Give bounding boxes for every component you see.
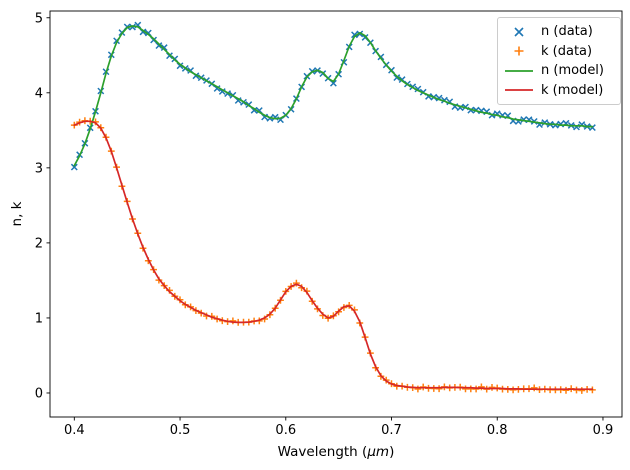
x-tick-label: 0.6 xyxy=(275,423,296,438)
legend-label-n-model: n (model) xyxy=(541,63,604,79)
k-model-line-icon xyxy=(502,82,536,98)
x-tick-label: 0.5 xyxy=(170,423,191,438)
plus-marker-icon xyxy=(502,43,536,59)
legend-label-k-model: k (model) xyxy=(541,82,604,98)
x-tick-label: 0.8 xyxy=(487,423,508,438)
legend-label-n-data: n (data) xyxy=(541,24,593,40)
legend-item-n-data: n (data) xyxy=(502,22,614,42)
y-axis-label: n, k xyxy=(9,201,25,227)
y-tick-label: 5 xyxy=(35,11,43,26)
x-marker-icon xyxy=(502,24,536,40)
y-tick-label: 1 xyxy=(35,311,43,326)
y-tick-label: 3 xyxy=(35,161,43,176)
legend-item-n-model: n (model) xyxy=(502,61,614,81)
x-axis-label: Wavelength (μm) xyxy=(277,444,395,460)
legend-label-k-data: k (data) xyxy=(541,43,593,59)
legend-item-k-model: k (model) xyxy=(502,81,614,101)
y-tick-label: 0 xyxy=(35,386,43,401)
series-k-model xyxy=(73,120,594,391)
x-tick-label: 0.4 xyxy=(64,423,85,438)
x-tick-label: 0.7 xyxy=(381,423,402,438)
n-model-line-icon xyxy=(502,63,536,79)
x-tick-label: 0.9 xyxy=(593,423,614,438)
legend-item-k-data: k (data) xyxy=(502,42,614,62)
mu-m-symbol: μm xyxy=(367,444,390,460)
y-tick-label: 4 xyxy=(35,86,43,101)
series-n-model xyxy=(73,25,594,167)
y-tick-label: 2 xyxy=(35,236,43,251)
legend: n (data) k (data) n (model) k (model) xyxy=(497,17,621,105)
